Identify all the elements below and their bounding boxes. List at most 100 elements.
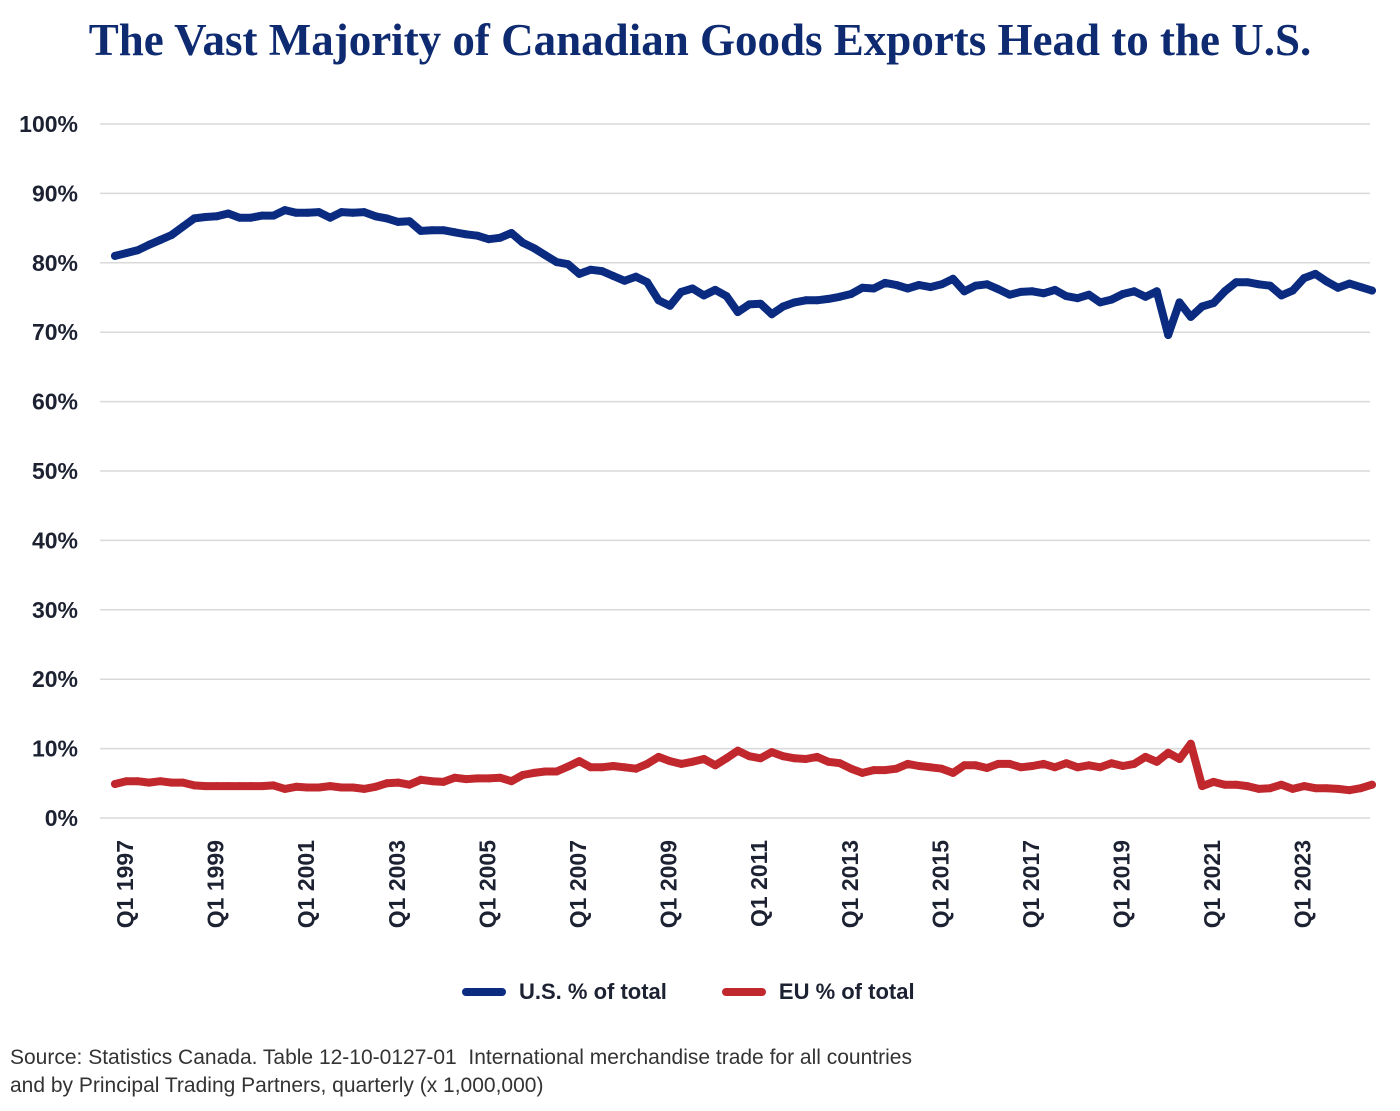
y-tick-label: 30% xyxy=(32,597,78,623)
eu-data-point xyxy=(1186,739,1195,748)
us-data-point xyxy=(1050,285,1059,294)
x-tick-label: Q1 2003 xyxy=(384,840,410,928)
eu-data-point xyxy=(1277,780,1286,789)
us-data-point xyxy=(983,280,991,289)
x-tick-label: Q1 2017 xyxy=(1018,840,1044,928)
eu-data-point xyxy=(258,782,267,791)
eu-data-point xyxy=(145,778,153,787)
eu-data-point xyxy=(835,759,844,768)
us-data-point xyxy=(1039,289,1048,298)
eu-data-point xyxy=(1050,763,1059,772)
us-data-point xyxy=(949,274,957,283)
eu-data-point xyxy=(915,762,923,770)
us-data-point xyxy=(1254,280,1263,289)
eu-data-point xyxy=(348,783,357,792)
us-data-point xyxy=(462,230,471,239)
us-data-point xyxy=(869,284,878,293)
eu-data-point xyxy=(892,764,901,773)
y-tick-label: 10% xyxy=(32,736,78,762)
us-data-point xyxy=(1300,274,1309,283)
us-data-point xyxy=(507,229,516,237)
us-data-point xyxy=(960,287,969,296)
eu-data-point xyxy=(767,748,776,757)
us-data-point xyxy=(450,228,459,237)
us-data-point xyxy=(1186,312,1195,321)
x-tick-label: Q1 2001 xyxy=(293,840,319,928)
us-data-point xyxy=(314,208,323,217)
us-data-point xyxy=(881,278,890,287)
eu-data-point xyxy=(722,754,731,763)
eu-data-point xyxy=(1073,763,1082,772)
eu-data-point xyxy=(1220,780,1229,789)
eu-data-point xyxy=(450,773,459,782)
us-data-point xyxy=(258,211,267,220)
us-data-point xyxy=(665,301,674,310)
y-tick-label: 100% xyxy=(19,111,78,137)
us-data-point xyxy=(609,272,618,280)
source-note: Source: Statistics Canada. Table 12-10-0… xyxy=(10,1044,912,1100)
us-data-point xyxy=(145,240,153,249)
us-data-point xyxy=(122,249,131,258)
us-data-point xyxy=(1062,292,1071,301)
eu-data-point xyxy=(1152,757,1161,766)
eu-data-point xyxy=(280,784,289,793)
us-data-point xyxy=(246,213,255,222)
eu-data-point xyxy=(1334,784,1342,793)
eu-data-point xyxy=(1016,763,1025,772)
eu-data-point xyxy=(484,774,493,783)
us-data-point xyxy=(1164,331,1173,339)
eu-series xyxy=(111,739,1376,795)
eu-data-point xyxy=(178,778,187,787)
x-tick-label: Q1 1999 xyxy=(203,840,229,928)
us-data-point xyxy=(1311,269,1320,278)
us-data-point xyxy=(937,280,946,289)
eu-data-point xyxy=(133,777,142,786)
us-data-point xyxy=(722,292,731,301)
us-data-point xyxy=(1232,278,1241,287)
eu-data-point xyxy=(983,764,991,772)
eu-data-point xyxy=(439,777,448,786)
eu-data-point xyxy=(643,759,652,768)
us-data-point xyxy=(1243,278,1252,287)
eu-data-point xyxy=(303,783,312,792)
eu-data-point xyxy=(575,757,584,766)
eu-data-point xyxy=(416,775,425,784)
eu-data-point xyxy=(756,754,765,763)
eu-data-point xyxy=(167,778,176,787)
us-series-line xyxy=(111,206,1376,339)
eu-data-point xyxy=(564,762,572,771)
x-tick-label: Q1 2007 xyxy=(565,840,591,928)
eu-data-point xyxy=(201,782,210,791)
eu-data-point xyxy=(371,782,380,791)
eu-data-point xyxy=(246,782,255,791)
eu-data-point xyxy=(1005,759,1014,768)
y-tick-label: 40% xyxy=(32,527,78,553)
us-data-point xyxy=(428,226,437,235)
us-data-point xyxy=(394,217,403,226)
eu-data-point xyxy=(1243,782,1252,791)
us-data-point xyxy=(439,226,448,235)
eu-legend-label: EU % of total xyxy=(778,979,915,1004)
eu-data-point xyxy=(620,763,629,772)
eu-data-point xyxy=(1039,759,1048,768)
us-data-point xyxy=(620,276,629,285)
eu-data-point xyxy=(394,778,403,787)
y-tick-label: 0% xyxy=(45,805,78,831)
eu-data-point xyxy=(1062,759,1071,768)
eu-data-point xyxy=(1198,782,1207,791)
us-data-point xyxy=(564,260,572,269)
eu-data-point xyxy=(1209,777,1218,786)
us-legend-swatch xyxy=(462,988,506,996)
us-data-point xyxy=(133,246,142,255)
eu-data-point xyxy=(847,764,856,773)
eu-series-line xyxy=(111,739,1376,795)
us-data-point xyxy=(779,302,788,311)
eu-data-point xyxy=(1141,752,1150,761)
eu-data-point xyxy=(1300,782,1309,791)
eu-data-point xyxy=(190,781,199,790)
eu-data-point xyxy=(1345,786,1354,795)
us-data-point xyxy=(190,214,199,223)
us-data-point xyxy=(1198,302,1207,311)
eu-data-point xyxy=(1356,784,1365,793)
eu-data-point xyxy=(1311,784,1320,793)
